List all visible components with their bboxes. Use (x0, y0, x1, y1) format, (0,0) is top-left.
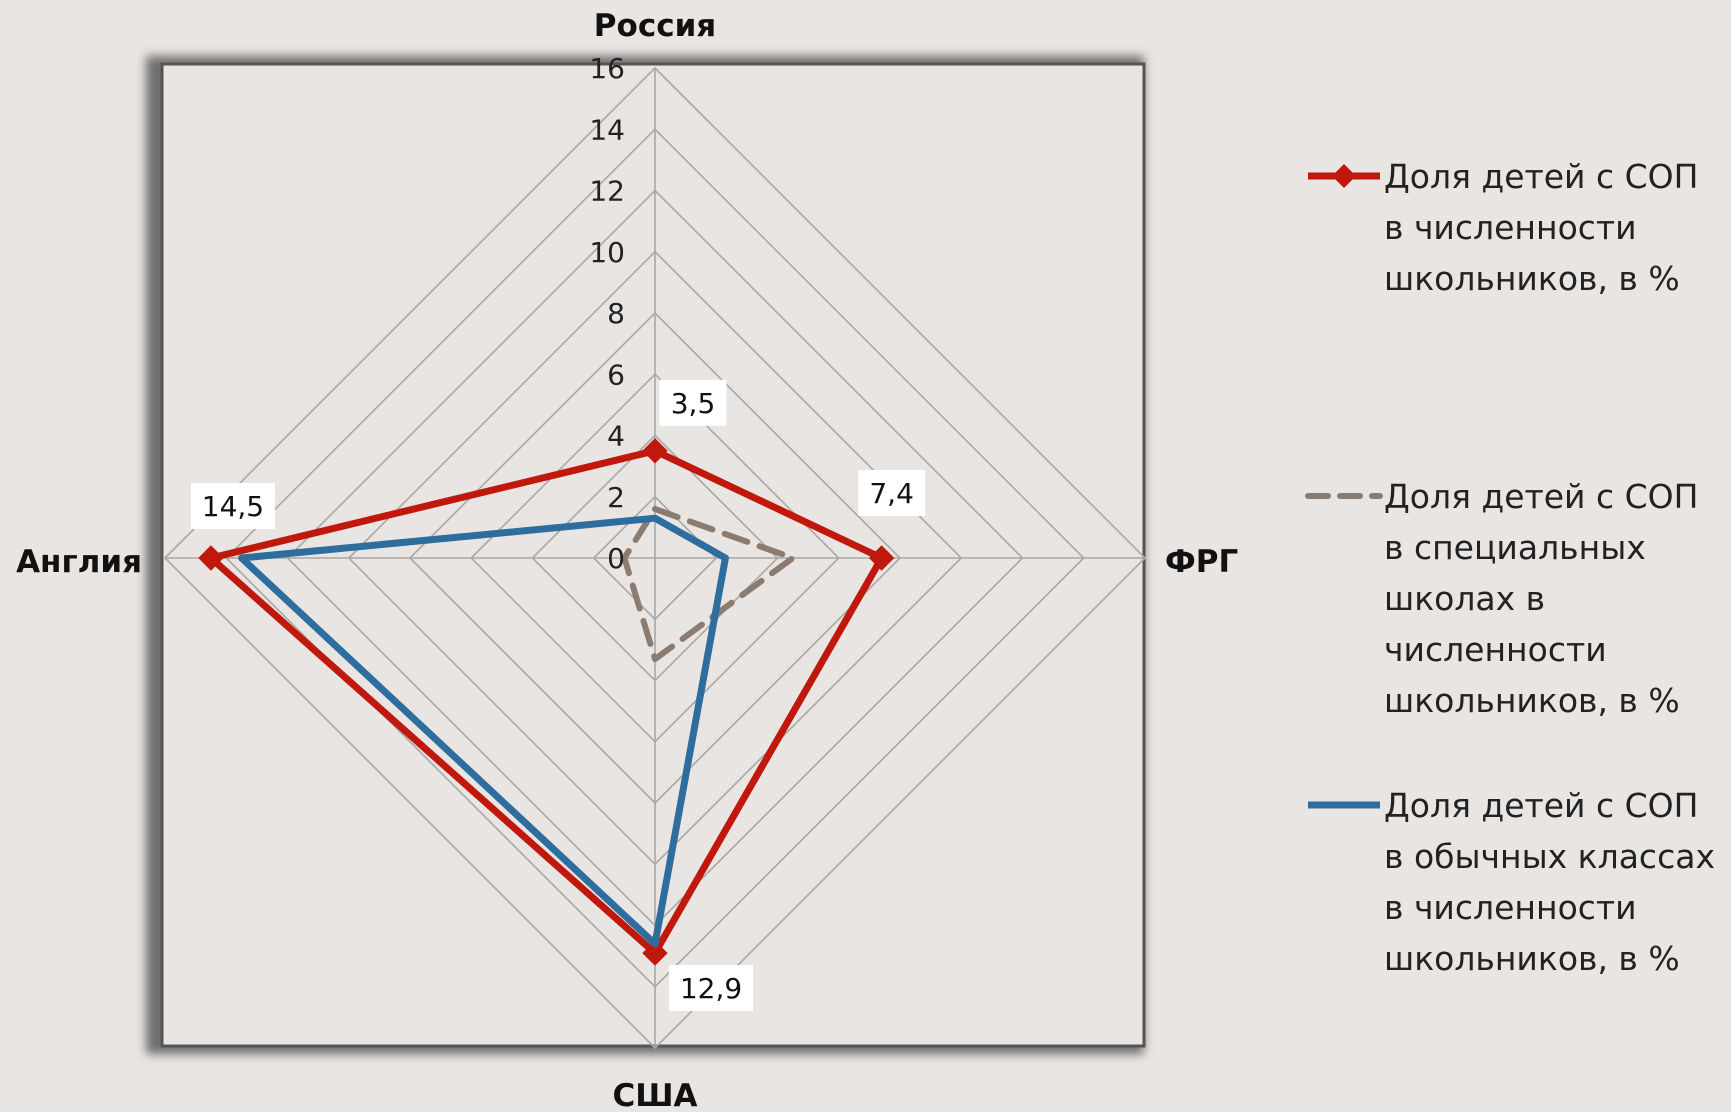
data-point-marker (868, 545, 895, 571)
category-label: Англия (16, 544, 142, 580)
data-label-box (659, 379, 727, 426)
tick-label: 8 (607, 297, 625, 330)
data-point-marker (642, 940, 668, 966)
legend-label: школьников, в % (1384, 259, 1680, 298)
legend-label: Доля детей с СОП (1384, 786, 1698, 825)
category-labels: Россия ФРГ США Англия (16, 8, 1238, 1112)
data-point-marker (198, 545, 224, 571)
legend-label: численности (1384, 630, 1607, 669)
tick-label: 2 (607, 481, 625, 514)
legend-marker (1332, 164, 1356, 188)
data-label: 3,5 (671, 387, 716, 420)
legend-label: в численности (1384, 208, 1637, 247)
data-label-box (190, 483, 275, 529)
tick-label: 12 (589, 175, 625, 208)
series-layer (198, 438, 895, 966)
legend-label: в специальных (1384, 528, 1646, 567)
legend-label: в обычных классах (1384, 837, 1715, 876)
data-label: 12,9 (680, 972, 742, 1005)
tick-label: 0 (607, 542, 625, 575)
tick-label: 14 (589, 113, 625, 146)
data-label-box (858, 470, 926, 516)
series-line-3 (238, 514, 729, 948)
plot-area (160, 62, 1146, 1048)
series-line-2 (621, 506, 796, 663)
data-labels: 3,5 7,4 12,9 14,5 (190, 379, 926, 1012)
legend-label: школах в (1384, 579, 1545, 618)
tick-label: 10 (589, 236, 625, 269)
legend-label: школьников, в % (1384, 939, 1680, 978)
data-point-marker (642, 438, 668, 464)
data-label: 7,4 (869, 477, 914, 510)
category-label: Россия (594, 8, 716, 44)
legend-label: Доля детей с СОП (1384, 157, 1698, 196)
legend: Доля детей с СОП в численности школьников,… (1305, 157, 1715, 978)
legend-label: в численности (1384, 888, 1637, 927)
tick-label: 16 (589, 52, 625, 85)
tick-label: 6 (607, 358, 625, 391)
legend-label: Доля детей с СОП (1384, 477, 1698, 516)
tick-label: 4 (607, 420, 625, 453)
legend-label: школьников, в % (1384, 681, 1680, 720)
data-label-box (669, 965, 753, 1012)
data-label: 14,5 (202, 490, 264, 523)
tick-labels: 0 2 4 6 8 10 12 14 16 (589, 52, 625, 575)
category-label: ФРГ (1165, 544, 1238, 580)
category-label: США (612, 1078, 697, 1112)
